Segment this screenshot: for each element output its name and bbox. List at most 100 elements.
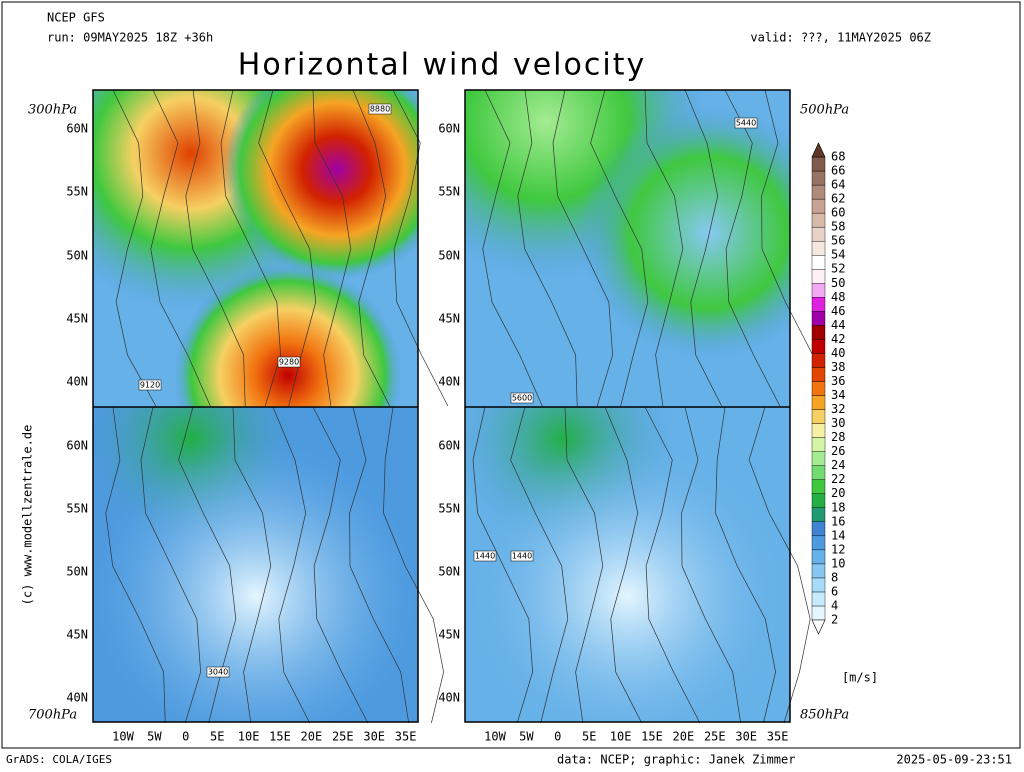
colorbar-cap [811, 142, 826, 158]
lat-label: 45N [66, 628, 88, 642]
colorbar-label: 50 [831, 276, 845, 290]
contour-label-box [473, 550, 497, 562]
colorbar-swatch [811, 507, 826, 522]
colorbar-label: 28 [831, 430, 845, 444]
lon-label: 10W [112, 730, 134, 744]
contour [312, 406, 369, 724]
contour [604, 406, 643, 724]
lat-label: 40N [66, 375, 88, 389]
colorbar-label: 64 [831, 178, 845, 192]
colorbar-swatch [811, 549, 826, 565]
lat-label: 50N [66, 565, 88, 579]
lon-label: 5E [582, 730, 596, 744]
colorbar-swatch [811, 255, 826, 270]
contour-label: 1440 [512, 552, 532, 561]
colorbar-swatch [811, 395, 826, 410]
timestamp: 2025-05-09-23:51 [896, 753, 1012, 767]
lat-label: 60N [438, 439, 460, 453]
contour-label: 3040 [208, 668, 228, 677]
contour [684, 89, 723, 407]
colorbar-label: 10 [831, 556, 845, 570]
valid: valid: ???, 11MAY2025 06Z [750, 31, 931, 45]
colorbar-swatch [811, 521, 826, 537]
lon-label: 0 [182, 730, 189, 744]
contour [724, 89, 781, 407]
contour-lines [105, 89, 822, 724]
colorbar-cap [811, 619, 826, 635]
colorbar-label: 6 [831, 584, 838, 598]
colorbar-label: 56 [831, 234, 845, 248]
contour [472, 406, 533, 724]
lon-label: 30E [735, 730, 757, 744]
colorbar-label: 12 [831, 542, 845, 556]
colorbar-label: 42 [831, 332, 845, 346]
contour [681, 406, 742, 724]
contour-label: 9280 [279, 358, 299, 367]
colorbar-swatch [811, 170, 826, 186]
level-label: 500hPa [800, 103, 849, 118]
colorbar-label: 24 [831, 458, 845, 472]
contour [185, 89, 246, 407]
contour [552, 89, 613, 407]
contour [272, 406, 311, 724]
colorbar-label: 14 [831, 528, 845, 542]
contour-label-box [138, 379, 162, 391]
contour [105, 406, 166, 724]
contour [112, 89, 157, 407]
level-label: 700hPa [28, 708, 77, 723]
colorbar-label: 2 [831, 613, 838, 627]
lon-label: 35E [395, 730, 417, 744]
colorbar-swatch [811, 465, 826, 480]
colorbar-swatch [811, 269, 826, 284]
colorbar-swatch [811, 367, 826, 382]
contour [715, 406, 776, 724]
contour-label-box [277, 356, 301, 368]
lat-label: 60N [66, 439, 88, 453]
lon-label: 5W [147, 730, 162, 744]
contour-label: 5600 [512, 394, 532, 403]
level-label: 850hPa [800, 708, 849, 723]
colorbar-label: 66 [831, 164, 845, 178]
colorbar-label: 40 [831, 346, 845, 360]
colorbar-swatch [811, 184, 826, 200]
colorbar-swatch [811, 226, 826, 242]
lon-label: 5E [210, 730, 224, 744]
lon-label: 20E [301, 730, 323, 744]
panel-borders [92, 89, 791, 723]
contour-label: 1440 [475, 552, 495, 561]
panel-500 [465, 90, 790, 407]
lon-label: 15E [269, 730, 291, 744]
colorbar-label: 34 [831, 388, 845, 402]
contour [510, 406, 569, 724]
colorbar-label: 30 [831, 416, 845, 430]
contour [312, 89, 352, 407]
contour [349, 406, 410, 724]
colorbar-swatch [811, 479, 826, 494]
colorbar-label: 32 [831, 402, 845, 416]
lat-label: 45N [438, 628, 460, 642]
colorbar-label: 62 [831, 192, 845, 206]
contour [590, 89, 649, 407]
colorbar-label: 4 [831, 598, 838, 612]
lon-label: 10E [610, 730, 632, 744]
title: Horizontal wind velocity [238, 48, 646, 83]
colorbar-label: 46 [831, 304, 845, 318]
colorbar-swatch [811, 605, 826, 621]
contour [482, 89, 543, 407]
credit: (c) www.modellzentrale.de [21, 425, 35, 606]
lat-label: 60N [438, 122, 460, 136]
panel-300 [93, 90, 418, 407]
lat-label: 50N [66, 249, 88, 263]
lat-label: 40N [66, 691, 88, 705]
colorbar-label: 48 [831, 290, 845, 304]
contour [383, 406, 444, 724]
contour [140, 406, 201, 724]
colorbar-swatch [811, 493, 826, 508]
contour-label: 9120 [140, 381, 160, 390]
lon-label: 35E [767, 730, 789, 744]
contour [644, 406, 701, 724]
contour [232, 406, 272, 724]
panel-700 [93, 407, 418, 722]
colorbar-label: 68 [831, 150, 845, 164]
